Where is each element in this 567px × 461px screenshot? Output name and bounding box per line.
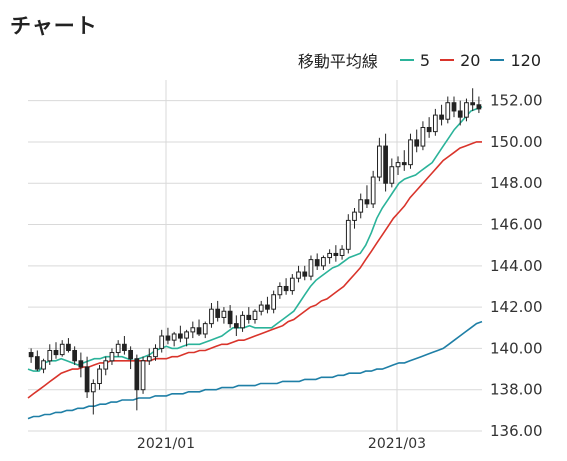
- x-tick-label: 2021/01: [137, 436, 195, 452]
- candle-body: [445, 102, 451, 120]
- candle-body: [327, 252, 332, 259]
- x-tick-label: 2021/03: [368, 436, 426, 452]
- candle-body: [115, 343, 121, 354]
- legend-item-ma5[interactable]: 5: [399, 50, 431, 70]
- candle-body: [401, 162, 407, 166]
- candle-body: [122, 343, 127, 351]
- candle-body: [420, 126, 426, 147]
- candle-body: [339, 248, 345, 256]
- y-tick-label: 152.00: [490, 92, 543, 110]
- legend-title: 移動平均線: [297, 52, 378, 71]
- candle-body: [464, 102, 469, 118]
- candle-body: [383, 145, 388, 184]
- candle-body: [153, 347, 158, 358]
- y-tick-label: 136.00: [490, 422, 543, 440]
- y-tick-label: 148.00: [490, 174, 543, 192]
- candle-body: [451, 102, 457, 112]
- candle-body: [252, 310, 258, 321]
- candle-body: [171, 333, 177, 341]
- candle-body: [28, 352, 34, 358]
- page-title: チャート: [10, 14, 98, 38]
- candle-body: [345, 219, 351, 250]
- candle-body: [47, 349, 53, 362]
- legend-label-ma20: 20: [460, 50, 481, 70]
- candle-body: [246, 314, 252, 321]
- candle-body: [283, 285, 289, 292]
- candle-body: [352, 211, 357, 221]
- candle-body: [314, 259, 320, 267]
- candle-body: [321, 257, 326, 267]
- candle-body: [140, 360, 146, 391]
- candle-body: [146, 356, 152, 362]
- candle-body: [457, 110, 463, 118]
- candle-body: [426, 126, 432, 133]
- y-tick-label: 140.00: [490, 339, 543, 357]
- candle-body: [432, 114, 438, 133]
- candle-body: [41, 360, 46, 370]
- candle-body: [221, 310, 227, 318]
- candle-body: [364, 199, 370, 205]
- legend-label-ma5: 5: [419, 50, 431, 70]
- candle-body: [240, 314, 245, 329]
- candle-body: [414, 139, 420, 147]
- ma120-line: [27, 320, 483, 420]
- candle-body: [184, 331, 189, 339]
- candle-body: [470, 102, 476, 106]
- candle-body: [59, 343, 65, 356]
- legend-swatch-ma120: [490, 59, 505, 61]
- candle-body: [227, 310, 233, 325]
- candle-body: [196, 327, 202, 335]
- candle-body: [258, 304, 264, 312]
- candle-body: [134, 358, 140, 391]
- candle-body: [265, 304, 270, 310]
- candle-body: [308, 259, 314, 277]
- candle-body: [377, 145, 382, 178]
- candle-body: [190, 327, 196, 333]
- chart-legend: 移動平均線 5 20 120: [298, 48, 541, 72]
- legend-label-ma120: 120: [510, 50, 541, 70]
- candle-body: [178, 333, 183, 339]
- y-tick-label: 144.00: [490, 257, 543, 275]
- y-tick-label: 150.00: [490, 133, 543, 151]
- candle-body: [97, 368, 102, 385]
- legend-item-ma20[interactable]: 20: [440, 51, 480, 70]
- candle-body: [66, 343, 71, 351]
- candle-body: [53, 349, 59, 356]
- candle-body: [296, 271, 301, 279]
- candle-body: [476, 104, 482, 110]
- candle-body: [34, 356, 40, 370]
- candle-body: [165, 335, 171, 341]
- candle-body: [128, 349, 133, 360]
- candle-body: [103, 360, 109, 370]
- candle-body: [439, 114, 444, 120]
- y-tick-label: 146.00: [490, 216, 543, 234]
- candle-body: [302, 271, 308, 277]
- candle-body: [72, 349, 78, 362]
- candle-body: [333, 252, 339, 256]
- candle-body: [233, 323, 239, 329]
- legend-swatch-ma5: [399, 59, 414, 61]
- candle-body: [408, 139, 413, 166]
- y-tick-label: 138.00: [490, 381, 543, 399]
- candle-body: [109, 352, 115, 362]
- candle-body: [395, 162, 401, 168]
- candle-body: [271, 294, 277, 310]
- candle-body: [389, 166, 395, 184]
- candle-body: [202, 323, 208, 335]
- legend-item-ma120[interactable]: 120: [490, 51, 541, 70]
- candle-body: [159, 335, 165, 349]
- y-tick-label: 142.00: [490, 298, 543, 316]
- ma5-line: [27, 106, 483, 372]
- candle-body: [209, 308, 214, 325]
- candle-body: [370, 176, 376, 205]
- candle-body: [215, 308, 221, 318]
- candle-body: [358, 199, 364, 213]
- candle-body: [78, 360, 84, 368]
- legend-swatch-ma20: [440, 59, 455, 61]
- candle-body: [84, 366, 90, 393]
- candle-body: [277, 285, 283, 296]
- candle-body: [90, 383, 96, 393]
- candle-body: [289, 277, 295, 292]
